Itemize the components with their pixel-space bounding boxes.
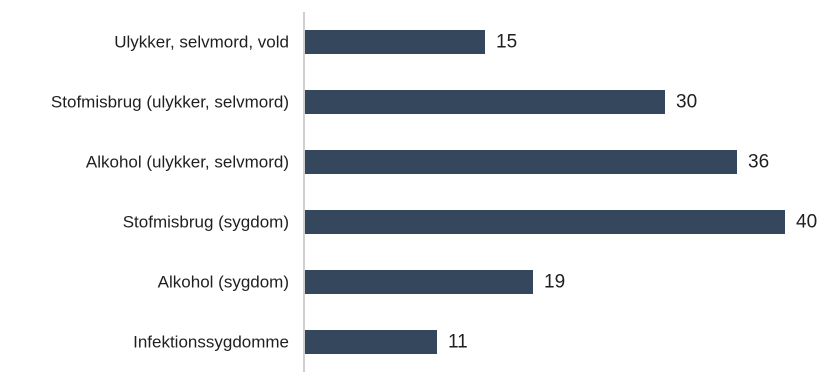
bar-4 <box>305 270 533 294</box>
data-label-3: 40 <box>796 212 817 233</box>
category-label-0: Ulykker, selvmord, vold <box>114 33 289 52</box>
data-label-0: 15 <box>496 32 517 53</box>
bar-1 <box>305 90 665 114</box>
bar-5 <box>305 330 437 354</box>
data-label-4: 19 <box>544 272 565 293</box>
data-label-1: 30 <box>676 92 697 113</box>
bar-3 <box>305 210 785 234</box>
bar-2 <box>305 150 737 174</box>
category-label-5: Infektionssygdomme <box>133 333 289 352</box>
category-label-1: Stofmisbrug (ulykker, selvmord) <box>51 93 289 112</box>
category-label-4: Alkohol (sygdom) <box>158 273 289 292</box>
category-label-3: Stofmisbrug (sygdom) <box>123 213 289 232</box>
bar-0 <box>305 30 485 54</box>
category-label-2: Alkohol (ulykker, selvmord) <box>86 153 289 172</box>
data-label-5: 11 <box>448 332 468 353</box>
data-label-2: 36 <box>748 152 769 173</box>
chart-marks: Ulykker, selvmord, vold 15 Stofmisbrug (ul… <box>51 30 817 354</box>
